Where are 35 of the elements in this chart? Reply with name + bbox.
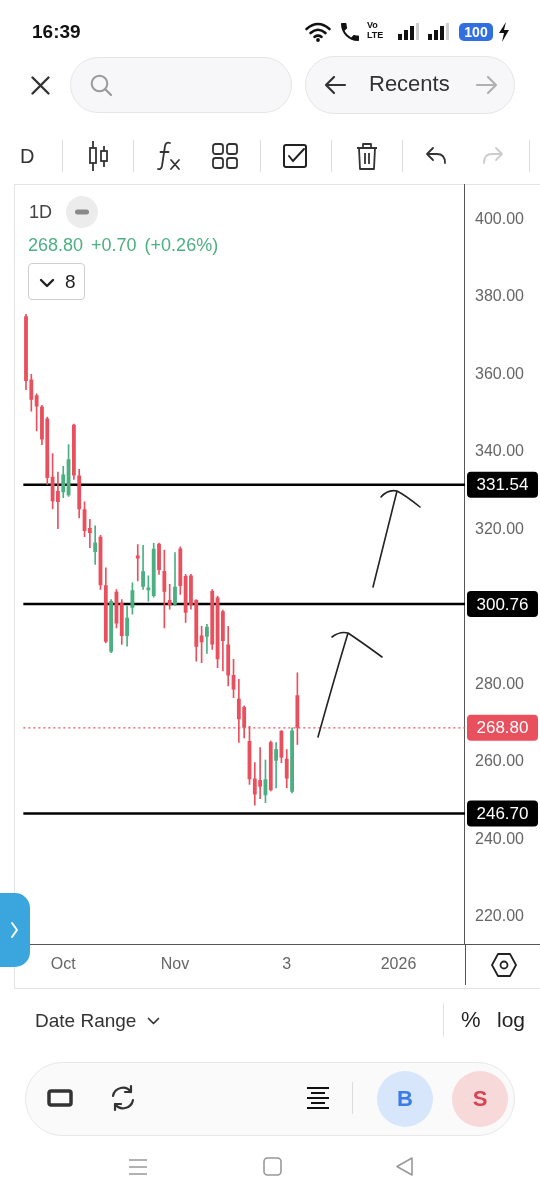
collapse-button: 8 bbox=[28, 263, 85, 300]
x-tick-label: Nov bbox=[160, 955, 190, 973]
text: 1D bbox=[29, 201, 53, 223]
text: % bbox=[461, 1007, 481, 1033]
text: 100 bbox=[459, 23, 493, 41]
ref-line-label: 246.70 bbox=[476, 804, 529, 824]
ref-line-label: 268.80 bbox=[476, 718, 529, 738]
circle-button: B bbox=[377, 1071, 433, 1127]
candlestick bbox=[93, 525, 98, 565]
y-tick-label: 340.00 bbox=[475, 442, 525, 460]
text: 16:39 bbox=[32, 21, 81, 43]
text: Vo LTE bbox=[367, 20, 385, 40]
y-tick-label: 400.00 bbox=[475, 209, 525, 227]
y-tick-label: 280.00 bbox=[475, 674, 525, 692]
y-tick-label: 360.00 bbox=[475, 364, 525, 382]
annotation: 8 bbox=[65, 271, 76, 293]
ref-line-label: 300.76 bbox=[476, 594, 529, 614]
text: 268.80 +0.70 (+0.26%) bbox=[28, 235, 219, 256]
navigation-pill: Recents bbox=[305, 56, 515, 114]
y-tick-label: 320.00 bbox=[475, 519, 525, 537]
x-tick-label: Oct bbox=[50, 955, 77, 973]
y-tick-label: 220.00 bbox=[475, 907, 525, 925]
text: Date Range bbox=[35, 1010, 137, 1032]
x-tick-label: 2026 bbox=[380, 955, 417, 973]
y-tick-label: 260.00 bbox=[475, 752, 525, 770]
x-tick-label: 3 bbox=[282, 955, 292, 973]
text: log bbox=[497, 1008, 526, 1033]
candlestick bbox=[87, 519, 92, 548]
circle-button: S bbox=[452, 1071, 508, 1127]
candlestick bbox=[167, 584, 172, 610]
text: D bbox=[20, 145, 35, 168]
y-tick-label: 240.00 bbox=[475, 829, 525, 847]
y-tick-label: 380.00 bbox=[475, 287, 525, 305]
ref-line-label: 331.54 bbox=[476, 475, 529, 495]
candlestick bbox=[135, 544, 140, 582]
